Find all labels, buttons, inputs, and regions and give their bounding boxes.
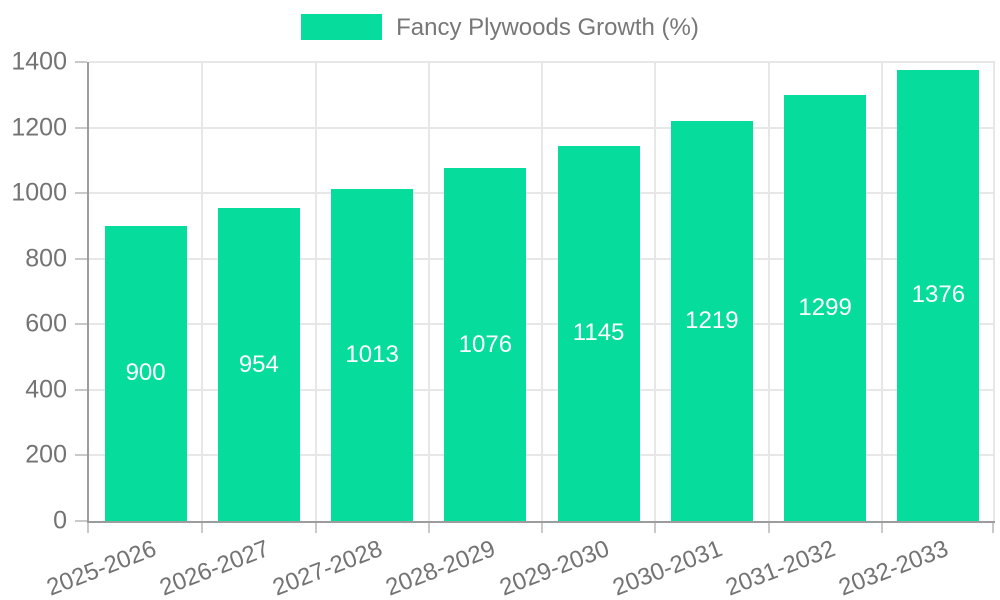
y-tick-mark [75, 388, 87, 391]
bar[interactable]: 1376 [897, 69, 980, 521]
x-tick-mark [427, 523, 430, 533]
x-gridline [993, 62, 995, 521]
bar-value-label: 900 [125, 359, 166, 387]
chart-legend: Fancy Plywoods Growth (%) [0, 14, 1000, 40]
x-axis-tick-label: 2027-2028 [269, 535, 387, 600]
x-tick-mark [880, 523, 883, 533]
x-axis-tick-label: 2030-2031 [609, 535, 726, 600]
bar-value-label: 1145 [572, 319, 625, 347]
y-tick-mark [75, 454, 87, 457]
bar[interactable]: 1219 [670, 121, 753, 521]
x-gridline [314, 62, 317, 521]
x-tick-mark [201, 523, 204, 533]
bar-value-label: 1376 [911, 281, 966, 309]
bar-value-label: 1219 [685, 307, 739, 335]
bar[interactable]: 1145 [557, 145, 640, 521]
x-axis-tick-label: 2031-2032 [722, 535, 840, 600]
y-axis-tick-label: 1200 [11, 113, 67, 142]
x-axis-tick-label: 2029-2030 [495, 535, 613, 600]
bar[interactable]: 1299 [784, 95, 867, 521]
plot-area: 0 200 400 600 800 1000 1200 1400 900 2025-2026 954… [11, 49, 995, 600]
x-tick-mark [767, 523, 770, 533]
bar[interactable]: 954 [217, 208, 300, 521]
bar[interactable]: 1013 [331, 188, 414, 521]
y-tick-mark [75, 192, 87, 195]
legend-label: Fancy Plywoods Growth (%) [396, 14, 699, 41]
x-gridline [880, 62, 883, 521]
legend-item[interactable]: Fancy Plywoods Growth (%) [301, 14, 699, 40]
x-tick-mark [314, 523, 317, 533]
x-gridline [767, 62, 770, 521]
y-tick-mark [75, 126, 87, 129]
x-gridline [541, 62, 543, 521]
y-tick-mark [75, 61, 87, 63]
y-axis-tick-label: 400 [25, 375, 67, 404]
y-axis-tick-label: 1000 [11, 178, 67, 207]
y-axis-tick-label: 1400 [11, 47, 67, 76]
y-axis-tick-label: 800 [25, 244, 67, 273]
y-tick-mark [75, 257, 87, 260]
y-tick-mark [75, 520, 87, 522]
x-gridline [427, 62, 430, 521]
x-tick-mark [654, 523, 657, 533]
bar-value-label: 1013 [345, 340, 399, 368]
bar-value-label: 1076 [458, 330, 513, 358]
bar-value-label: 1299 [798, 294, 852, 322]
y-axis-tick-label: 600 [25, 309, 67, 338]
bar-value-label: 954 [238, 350, 279, 378]
bar[interactable]: 900 [104, 225, 187, 521]
y-axis-tick-label: 0 [53, 506, 67, 535]
x-gridline [201, 62, 204, 521]
legend-swatch [301, 14, 383, 40]
x-tick-mark [541, 523, 543, 533]
y-axis-tick-label: 200 [25, 440, 67, 469]
bar[interactable]: 1076 [444, 168, 527, 521]
x-gridline [654, 62, 657, 521]
x-axis-tick-label: 2025-2026 [42, 535, 160, 600]
x-axis-tick-label: 2026-2027 [156, 535, 273, 600]
x-tick-mark [992, 523, 994, 533]
x-tick-mark [87, 523, 89, 533]
x-axis-tick-label: 2028-2029 [382, 535, 500, 600]
x-axis-tick-label: 2032-2033 [835, 535, 953, 600]
y-tick-mark [75, 323, 87, 326]
